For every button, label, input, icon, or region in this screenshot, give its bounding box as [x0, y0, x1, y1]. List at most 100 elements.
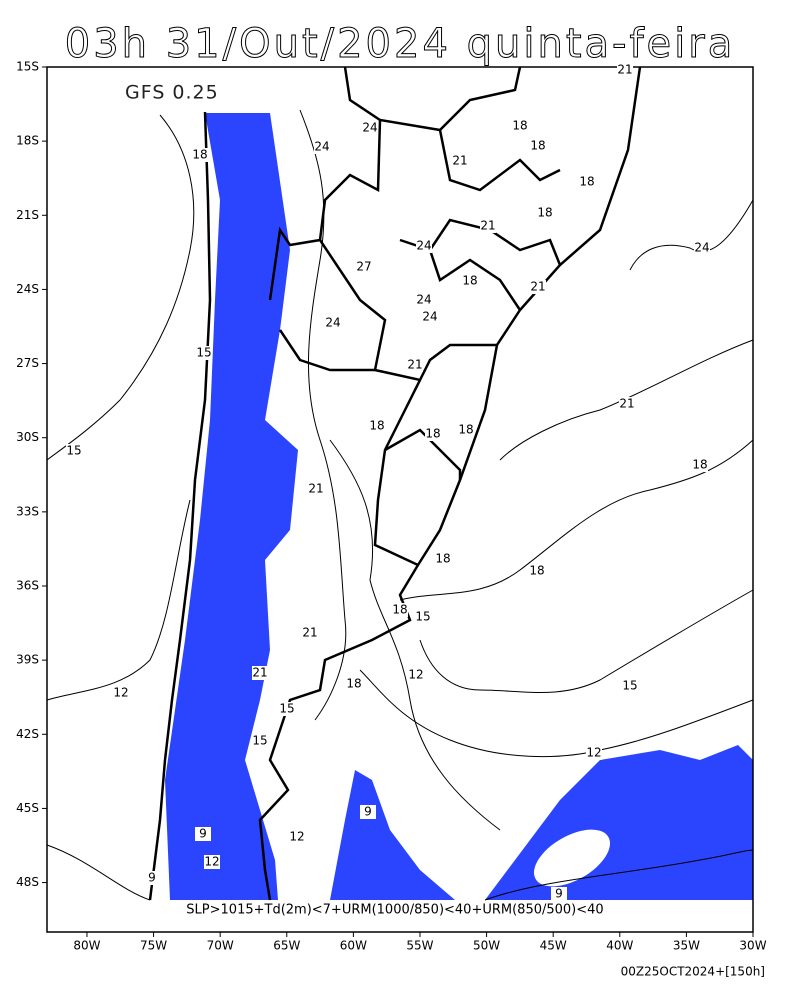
- contour-label: 18: [529, 564, 544, 578]
- contour-label: 18: [579, 175, 594, 189]
- overlay: 15S 18S 21S 24S 27S 30S 33S 36S 39S 42S 45S 48S 80W 7…: [16, 60, 767, 953]
- lon-label: 30W: [739, 939, 766, 953]
- contour-label: 12: [408, 668, 423, 682]
- lon-label: 65W: [273, 939, 300, 953]
- contour-label: 18: [462, 274, 477, 288]
- contour-label: 18: [346, 677, 361, 691]
- contour-label: 27: [356, 260, 371, 274]
- lon-label: 70W: [207, 939, 234, 953]
- contour-label: 24: [422, 310, 437, 324]
- contour-label-bg: [392, 603, 408, 617]
- lon-label: 40W: [606, 939, 633, 953]
- contour-label: 12: [289, 830, 304, 844]
- map-frame: [46, 66, 754, 933]
- contour-label-bg: [462, 274, 478, 288]
- lat-label: 39S: [16, 653, 39, 667]
- map-area: [46, 66, 754, 933]
- contour-label-bg: [360, 805, 376, 819]
- contour-label: 24: [325, 316, 340, 330]
- caption: SLP>1015+Td(2m)<7+URM(1000/850)<40+URM(8…: [186, 903, 603, 918]
- contour-label-bg: [204, 855, 220, 869]
- contour-label: 9: [148, 871, 156, 885]
- contour-label: 21: [407, 358, 422, 372]
- contour-label: 24: [416, 239, 431, 253]
- model-label: GFS 0.25: [125, 82, 219, 104]
- contour-label: 12: [204, 855, 219, 869]
- contour-label-bg: [252, 734, 268, 748]
- contour-label: 18: [369, 419, 384, 433]
- contour-label: 21: [480, 219, 495, 233]
- lat-label: 15S: [16, 60, 39, 74]
- contour-label: 9: [555, 887, 563, 901]
- contour-label: 24: [362, 121, 377, 135]
- contour-label: 15: [252, 734, 267, 748]
- lat-label: 42S: [16, 727, 39, 741]
- contour-label: 18: [530, 139, 545, 153]
- contour-label: 21: [308, 482, 323, 496]
- contour-label: 18: [425, 427, 440, 441]
- contour-label: 15: [196, 346, 211, 360]
- lat-label: 27S: [16, 356, 39, 370]
- contour-label-bg: [369, 419, 385, 433]
- clear-area: [534, 829, 610, 887]
- lat-label: 21S: [16, 208, 39, 222]
- contour-label-bg: [512, 119, 528, 133]
- contour-label: 24: [416, 293, 431, 307]
- lon-label: 60W: [340, 939, 367, 953]
- contour-label-bg: [144, 871, 160, 885]
- contour-label-bg: [362, 121, 378, 135]
- contour-label-bg: [302, 626, 318, 640]
- lat-label: 18S: [16, 134, 39, 148]
- contour-label-bg: [196, 346, 212, 360]
- lat-label: 33S: [16, 504, 39, 518]
- contour-label-bg: [480, 219, 496, 233]
- contour-label: 21: [530, 280, 545, 294]
- contour-label: 12: [586, 746, 601, 760]
- contour-label-bg: [551, 887, 567, 901]
- humidity-area: [330, 770, 455, 900]
- contour-label: 15: [622, 679, 637, 693]
- humidity-area: [165, 113, 298, 900]
- contour-label: 18: [392, 603, 407, 617]
- contour-label-bg: [529, 564, 545, 578]
- contour-label: 9: [199, 827, 207, 841]
- contour-label-bg: [458, 423, 474, 437]
- lon-label: 45W: [540, 939, 567, 953]
- lat-label: 48S: [16, 875, 39, 889]
- lon-label: 50W: [473, 939, 500, 953]
- contour-label: 18: [458, 423, 473, 437]
- contour-label-bg: [252, 666, 268, 680]
- contour-label-bg: [692, 458, 708, 472]
- lon-label: 75W: [140, 939, 167, 953]
- lon-label: 55W: [406, 939, 433, 953]
- contour-label-bg: [537, 206, 553, 220]
- contour-label-bg: [416, 239, 432, 253]
- contour-label-bg: [617, 63, 633, 77]
- contour-label-bg: [530, 139, 546, 153]
- contour-label-bg: [435, 552, 451, 566]
- contour-label-bg: [289, 830, 305, 844]
- contour-label-bg: [416, 293, 432, 307]
- contour-label: 21: [617, 63, 632, 77]
- contour-label: 18: [537, 206, 552, 220]
- isolines: [46, 109, 754, 901]
- lon-label: 80W: [73, 939, 100, 953]
- contour-label-bg: [314, 140, 330, 154]
- contour-label-bg: [66, 444, 82, 458]
- contour-label: 15: [279, 702, 294, 716]
- lat-label: 30S: [16, 430, 39, 444]
- contour-label-bg: [622, 679, 638, 693]
- contour-label-bg: [346, 677, 362, 691]
- contour-label-bg: [192, 148, 208, 162]
- contour-label: 18: [692, 458, 707, 472]
- contour-label-bg: [694, 241, 710, 255]
- lon-label: 35W: [673, 939, 700, 953]
- contour-label: 21: [619, 397, 634, 411]
- contour-label-bg: [407, 358, 423, 372]
- contour-label-bg: [308, 482, 324, 496]
- contour-label: 18: [512, 119, 527, 133]
- contour-label: 12: [113, 686, 128, 700]
- contour-label: 21: [252, 666, 267, 680]
- contour-label-bg: [279, 702, 295, 716]
